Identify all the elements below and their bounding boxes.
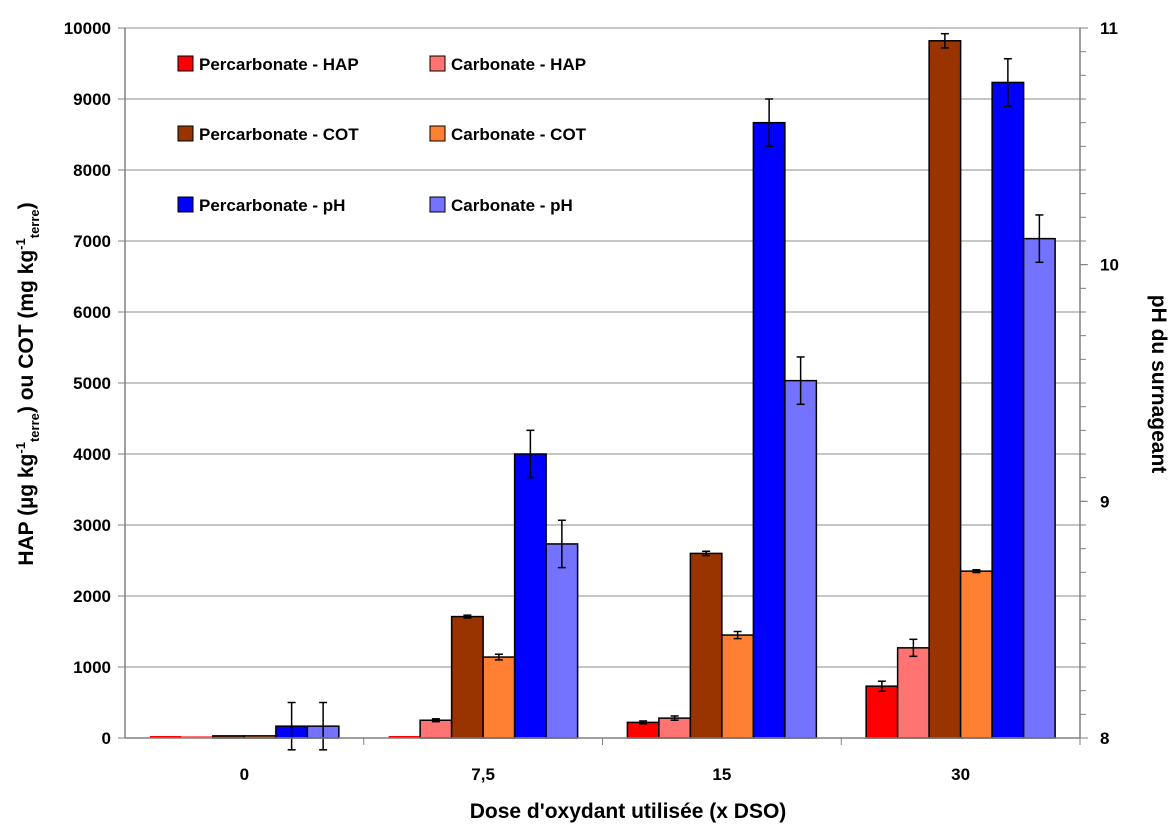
legend-label: Carbonate - COT — [451, 125, 587, 144]
right-axis-title: pH du surnageant — [1147, 295, 1170, 474]
left-tick-label: 1000 — [73, 658, 111, 677]
x-tick-label: 0 — [240, 765, 249, 784]
bar-percarbonate-ph — [752, 121, 786, 739]
right-tick-label: 9 — [1100, 492, 1109, 511]
left-tick-label: 0 — [102, 729, 111, 748]
left-tick-label: 7000 — [73, 232, 111, 251]
legend-label: Carbonate - pH — [451, 196, 573, 215]
legend-label: Percarbonate - HAP — [199, 55, 359, 74]
bar-carbonate-cot — [721, 634, 755, 739]
bar-carbonate-ph — [545, 543, 579, 739]
left-axis-title: HAP (µg kg-1terre) ou COT (mg kg-1terre) — [13, 202, 42, 565]
x-tick-label: 30 — [951, 765, 970, 784]
legend-label: Percarbonate - pH — [199, 196, 345, 215]
bar-percarbonate-hap — [388, 736, 421, 738]
left-tick-label: 10000 — [64, 19, 111, 38]
bar-carbonate-hap — [181, 736, 213, 738]
bar-percarbonate-cot — [928, 40, 962, 739]
left-tick-label: 3000 — [73, 516, 111, 535]
right-tick-label: 11 — [1100, 19, 1118, 38]
right-axis-ticks: 8 9 10 11 — [1080, 19, 1119, 748]
left-axis-ticks: 0 1000 2000 3000 4000 5000 6000 7000 8000 9000 100… — [64, 19, 125, 748]
bar-carbonate-hap — [419, 719, 453, 739]
x-axis-ticks: 0 7,5 15 30 — [240, 738, 1081, 784]
bar-percarbonate-ph — [991, 81, 1025, 739]
left-tick-label: 2000 — [73, 587, 111, 606]
legend-swatch — [429, 55, 446, 72]
bar-percarbonate-ph — [513, 453, 547, 739]
bar-carbonate-cot — [482, 656, 516, 739]
bar-percarbonate-hap — [865, 685, 899, 739]
legend: Percarbonate - HAP Carbonate - HAP Percarb… — [177, 55, 587, 215]
left-tick-label: 4000 — [73, 445, 111, 464]
right-tick-label: 8 — [1100, 729, 1109, 748]
x-tick-label: 7,5 — [471, 765, 495, 784]
legend-swatch — [177, 55, 194, 72]
bar-carbonate-hap — [658, 717, 692, 739]
bar-percarbonate-cot — [689, 552, 723, 739]
gridlines — [125, 27, 1080, 668]
x-tick-label: 15 — [712, 765, 731, 784]
bar-percarbonate-cot — [450, 615, 484, 739]
bar-percarbonate-hap — [149, 736, 182, 738]
bar-carbonate-hap — [896, 647, 930, 739]
x-axis-title: Dose d'oxydant utilisée (x DSO) — [470, 800, 787, 823]
left-tick-label: 9000 — [73, 90, 111, 109]
legend-swatch — [177, 196, 194, 213]
bars-layer — [149, 32, 1056, 751]
left-tick-label: 5000 — [73, 374, 111, 393]
bar-carbonate-ph — [1022, 237, 1056, 739]
bar-carbonate-ph — [784, 379, 818, 739]
left-tick-label: 6000 — [73, 303, 111, 322]
bar-percarbonate-hap — [626, 721, 660, 739]
bar-carbonate-cot — [959, 570, 993, 739]
legend-swatch — [429, 125, 446, 142]
left-tick-label: 8000 — [73, 161, 111, 180]
legend-label: Percarbonate - COT — [199, 125, 359, 144]
legend-swatch — [429, 196, 446, 213]
right-tick-label: 10 — [1100, 256, 1119, 275]
legend-label: Carbonate - HAP — [451, 55, 586, 74]
legend-swatch — [177, 125, 194, 142]
